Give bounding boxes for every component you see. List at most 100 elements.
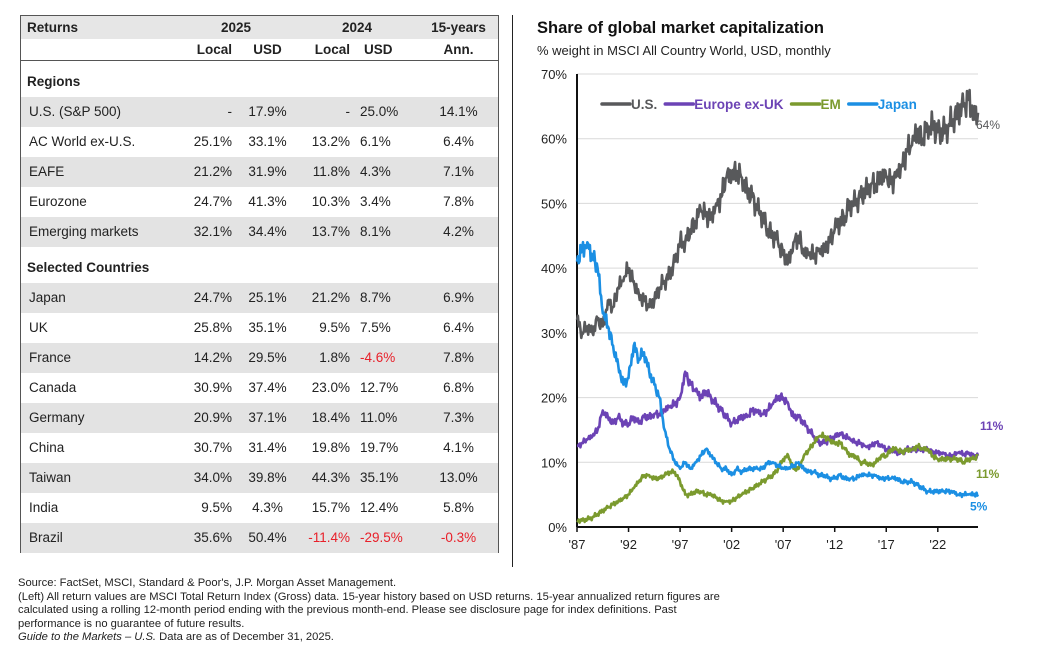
guide-title: Guide to the Markets – U.S. (18, 631, 157, 643)
y-tick-label: 20% (541, 391, 567, 406)
cell-usd-2025: 37.1% (240, 402, 295, 433)
cell-usd-2025: 34.4% (240, 216, 295, 247)
cell-local-2025: 9.5% (201, 500, 232, 515)
cell-usd-2025: 25.1% (240, 282, 295, 313)
cell-local-2025: 35.6% (177, 522, 240, 553)
cell-local-2025: 34.0% (177, 462, 240, 493)
table-row: Taiwan 34.0% 39.8% 44.3% 35.1% 13.0% (21, 462, 498, 493)
x-tick-label: '87 (569, 537, 586, 550)
row-name: AC World ex-U.S. (29, 134, 136, 149)
legend-label: Japan (878, 97, 917, 112)
cell-usd-2024: 3.4% (360, 194, 391, 209)
chart-subtitle: % weight in MSCI All Country World, USD,… (537, 43, 831, 58)
y-tick-label: 0% (548, 520, 567, 535)
x-tick-label: '22 (929, 537, 946, 550)
footnote-line-2: (Left) All return values are MSCI Total … (18, 590, 720, 603)
x-tick-label: '92 (620, 537, 637, 550)
cell-usd-2025: 31.4% (248, 440, 287, 455)
cell-local-2025: 30.7% (193, 440, 232, 455)
cell-usd-2025: 29.5% (240, 342, 295, 373)
table-subheader-row: Local USD Local USD Ann. (21, 39, 498, 61)
row-name: Brazil (21, 522, 177, 553)
cell-usd-2024: 12.7% (360, 380, 399, 395)
table-row: India 9.5% 4.3% 15.7% 12.4% 5.8% (21, 493, 498, 523)
series-line-em (576, 431, 979, 524)
cell-usd-2025: 17.9% (240, 96, 295, 127)
cell-usd-2025: 39.8% (240, 462, 295, 493)
row-name: France (21, 342, 177, 373)
cell-local-2025: 32.1% (177, 216, 240, 247)
x-tick-label: '12 (826, 537, 843, 550)
x-tick-label: '07 (775, 537, 792, 550)
section-title: Regions (27, 74, 81, 90)
end-label: 5% (970, 500, 988, 514)
chart-title: Share of global market capitalization (537, 19, 824, 37)
table-row: EAFE 21.2% 31.9% 11.8% 4.3% 7.1% (21, 156, 498, 187)
legend-label: U.S. (631, 97, 657, 112)
y-tick-label: 60% (541, 132, 567, 147)
cell-usd-2024: 19.7% (360, 440, 399, 455)
cell-local-2025: 20.9% (177, 402, 240, 433)
section-title: Selected Countries (27, 260, 150, 275)
row-name: India (29, 500, 59, 515)
cell-ann-15y: 5.8% (443, 500, 474, 515)
cell-local-2024: 19.8% (311, 440, 350, 455)
cell-ann-15y: 6.4% (443, 320, 474, 335)
y-tick-label: 70% (541, 67, 567, 82)
row-name: Taiwan (21, 462, 177, 493)
footnote: Source: FactSet, MSCI, Standard & Poor's… (18, 577, 1018, 645)
cell-ann-15y: 6.9% (419, 282, 498, 313)
end-label: 11% (976, 467, 1000, 481)
panel-divider (512, 15, 513, 567)
y-tick-label: 50% (541, 196, 567, 211)
row-name: Eurozone (29, 194, 87, 209)
cell-usd-2025: 41.3% (248, 194, 287, 209)
table-row: Japan 24.7% 25.1% 21.2% 8.7% 6.9% (21, 282, 498, 313)
x-tick-label: '02 (723, 537, 740, 550)
footnote-source: Source: FactSet, MSCI, Standard & Poor's… (18, 577, 397, 589)
cell-local-2024: - (295, 96, 358, 127)
cell-local-2024: 11.8% (295, 156, 358, 187)
cell-local-2024: 23.0% (311, 380, 350, 395)
footnote-line-4: performance is no guarantee of future re… (18, 617, 245, 630)
subheader-local-2024: Local (295, 39, 358, 61)
footnote-line-5: Guide to the Markets – U.S. Data are as … (18, 631, 1018, 645)
legend-label: Europe ex-UK (694, 97, 784, 112)
row-name: Canada (29, 380, 77, 395)
cell-ann-15y: 6.8% (443, 380, 474, 395)
table-row: UK 25.8% 35.1% 9.5% 7.5% 6.4% (21, 313, 498, 343)
data-as-of: Data are as of December 31, 2025. (156, 631, 334, 643)
fifteen-years-header: 15-years (419, 16, 498, 39)
cell-usd-2024: 25.0% (358, 96, 419, 127)
cell-local-2025: - (177, 96, 240, 127)
section-header: Selected Countries (21, 247, 498, 283)
cell-local-2024: -11.4% (295, 522, 358, 553)
y-tick-label: 10% (541, 455, 567, 470)
x-tick-label: '17 (878, 537, 895, 550)
table-row: France 14.2% 29.5% 1.8% -4.6% 7.8% (21, 342, 498, 373)
table-row: AC World ex-U.S. 25.1% 33.1% 13.2% 6.1% 6.4% (21, 127, 498, 157)
cell-usd-2025: 35.1% (248, 320, 287, 335)
row-name: U.S. (S&P 500) (21, 96, 177, 127)
cell-local-2025: 21.2% (177, 156, 240, 187)
table-row: Brazil 35.6% 50.4% -11.4% -29.5% -0.3% (21, 522, 498, 553)
subheader-usd-2024: USD (358, 39, 419, 61)
cell-usd-2024: -4.6% (358, 342, 419, 373)
cell-local-2025: 25.1% (193, 134, 232, 149)
subheader-usd-2025: USD (240, 39, 295, 61)
cell-ann-15y: 7.1% (419, 156, 498, 187)
table-row: Emerging markets 32.1% 34.4% 13.7% 8.1% 4.2% (21, 216, 498, 247)
cell-usd-2025: 37.4% (248, 380, 287, 395)
y-tick-label: 40% (541, 261, 567, 276)
cell-ann-15y: 7.3% (419, 402, 498, 433)
cell-local-2025: 25.8% (193, 320, 232, 335)
year-2024-header: 2024 (295, 16, 419, 39)
series-line-u-s (575, 88, 980, 340)
table-row: China 30.7% 31.4% 19.8% 19.7% 4.1% (21, 433, 498, 463)
cell-usd-2024: 12.4% (360, 500, 399, 515)
table-row: Germany 20.9% 37.1% 18.4% 11.0% 7.3% (21, 402, 498, 433)
cell-usd-2024: 4.3% (358, 156, 419, 187)
market-cap-chart: 0% 10% 20% 30% 40% 50% 60% 70% '87 '92 '97 '02 '07 '1… (541, 67, 1004, 550)
cell-ann-15y: 4.2% (419, 216, 498, 247)
cell-ann-15y: 14.1% (419, 96, 498, 127)
